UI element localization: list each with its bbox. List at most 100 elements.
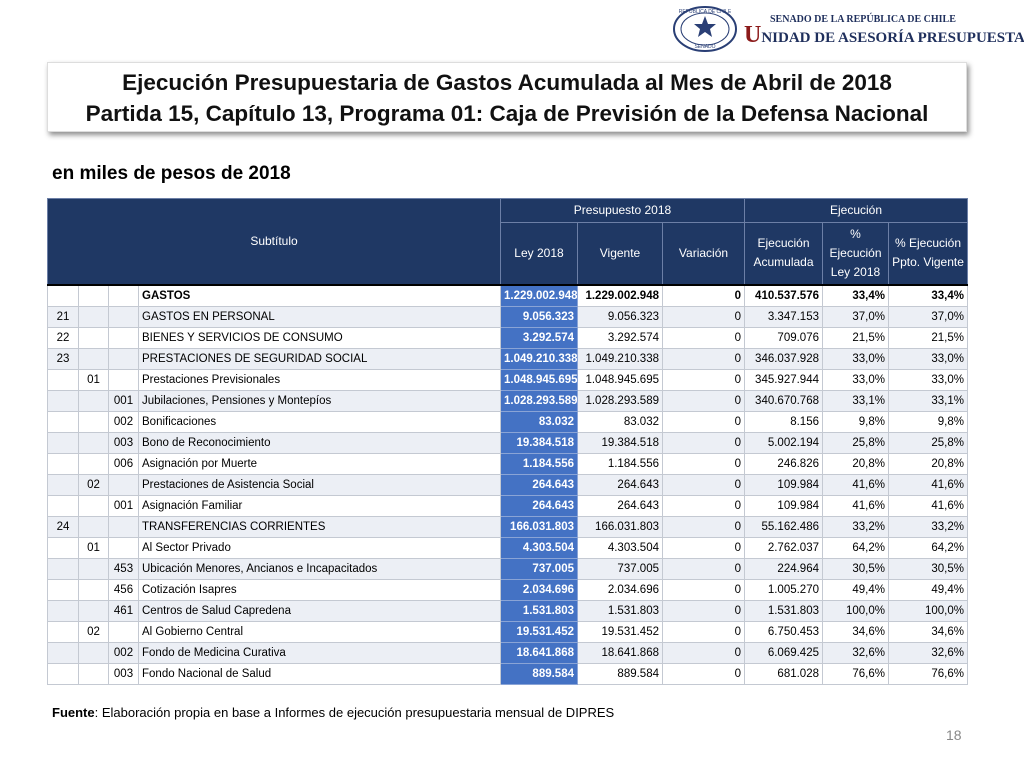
table-row: 22 BIENES Y SERVICIOS DE CONSUMO 3.292.574… (47, 326, 968, 349)
column-header: % Ejecución Ppto. Vigente (888, 222, 968, 285)
cell-item: 02 (78, 620, 109, 643)
cell-name: GASTOS EN PERSONAL (138, 305, 501, 328)
cell-pct-ley: 33,4% (822, 283, 889, 307)
cell-ley: 1.531.803 (500, 599, 578, 622)
cell-ejecucion: 8.156 (744, 410, 823, 433)
cell-subtitulo (47, 283, 79, 307)
cell-asignacion: 002 (108, 641, 139, 664)
cell-subtitulo (47, 410, 79, 433)
table-row: 02 Prestaciones de Asistencia Social 264.6… (47, 473, 968, 496)
org-line2: UNIDAD DE ASESORÍA PRESUPUESTARIA (744, 22, 1024, 49)
column-header: Vigente (577, 222, 663, 285)
cell-asignacion (108, 620, 139, 643)
table-row: 01 Al Sector Privado 4.303.504 4.303.504 0 2.… (47, 536, 968, 559)
cell-vigente: 19.384.518 (577, 431, 663, 454)
cell-variacion: 0 (662, 641, 745, 664)
cell-vigente: 1.049.210.338 (577, 347, 663, 370)
cell-subtitulo: 23 (47, 347, 79, 370)
title-box: Ejecución Presupuestaria de Gastos Acumu… (47, 62, 967, 132)
cell-ley: 737.005 (500, 557, 578, 580)
cell-name: Bonificaciones (138, 410, 501, 433)
cell-vigente: 264.643 (577, 473, 663, 496)
cell-ley: 3.292.574 (500, 326, 578, 349)
cell-name: Asignación Familiar (138, 494, 501, 517)
source: Fuente: Elaboración propia en base a Inf… (52, 705, 614, 720)
cell-ley: 1.229.002.948 (500, 283, 578, 307)
cell-subtitulo (47, 431, 79, 454)
budget-table: Subtítulo Presupuesto 2018 Ejecución Ley… (47, 198, 968, 685)
cell-item (78, 578, 109, 601)
cell-asignacion (108, 368, 139, 391)
column-header: Ley 2018 (500, 222, 578, 285)
cell-variacion: 0 (662, 557, 745, 580)
source-label: Fuente (52, 705, 95, 720)
cell-asignacion: 456 (108, 578, 139, 601)
header-ejecucion: Ejecución (744, 198, 968, 223)
cell-name: PRESTACIONES DE SEGURIDAD SOCIAL (138, 347, 501, 370)
cell-pct-vigente: 32,6% (888, 641, 968, 664)
header-presupuesto: Presupuesto 2018 (500, 198, 745, 223)
column-header-line: Variación (678, 245, 729, 260)
cell-vigente: 264.643 (577, 494, 663, 517)
cell-subtitulo (47, 662, 79, 685)
cell-pct-ley: 64,2% (822, 536, 889, 559)
cell-asignacion: 006 (108, 452, 139, 475)
cell-item (78, 305, 109, 328)
table-row: GASTOS 1.229.002.948 1.229.002.948 0 410.537… (47, 283, 968, 307)
cell-asignacion: 001 (108, 389, 139, 412)
cell-subtitulo (47, 368, 79, 391)
cell-variacion: 0 (662, 305, 745, 328)
cell-pct-vigente: 76,6% (888, 662, 968, 685)
title-line1: Ejecución Presupuestaria de Gastos Acumu… (122, 70, 892, 95)
cell-variacion: 0 (662, 620, 745, 643)
cell-vigente: 737.005 (577, 557, 663, 580)
cell-ejecucion: 681.028 (744, 662, 823, 685)
cell-asignacion (108, 473, 139, 496)
cell-ley: 264.643 (500, 494, 578, 517)
column-header: Variación (662, 222, 745, 285)
cell-ejecucion: 6.750.453 (744, 620, 823, 643)
cell-name: Cotización Isapres (138, 578, 501, 601)
table-row: 002 Bonificaciones 83.032 83.032 0 8.156 9,8% 9… (47, 410, 968, 433)
cell-ley: 889.584 (500, 662, 578, 685)
cell-name: TRANSFERENCIAS CORRIENTES (138, 515, 501, 538)
cell-vigente: 9.056.323 (577, 305, 663, 328)
cell-ejecucion: 345.927.944 (744, 368, 823, 391)
cell-ley: 18.641.868 (500, 641, 578, 664)
cell-variacion: 0 (662, 515, 745, 538)
cell-variacion: 0 (662, 536, 745, 559)
cell-pct-vigente: 41,6% (888, 473, 968, 496)
cell-ejecucion: 2.762.037 (744, 536, 823, 559)
cell-item (78, 326, 109, 349)
table-row: 003 Bono de Reconocimiento 19.384.518 19.38… (47, 431, 968, 454)
cell-vigente: 1.184.556 (577, 452, 663, 475)
cell-item (78, 347, 109, 370)
cell-name: Fondo Nacional de Salud (138, 662, 501, 685)
table-row: 21 GASTOS EN PERSONAL 9.056.323 9.056.323 0 3… (47, 305, 968, 328)
column-header-line: Ppto. Vigente (892, 255, 964, 270)
cell-variacion: 0 (662, 368, 745, 391)
cell-ejecucion: 109.984 (744, 494, 823, 517)
cell-variacion: 0 (662, 431, 745, 454)
org-rest: NIDAD DE ASESORÍA PRESUPUESTARIA (761, 30, 1024, 46)
cell-vigente: 83.032 (577, 410, 663, 433)
cell-subtitulo: 21 (47, 305, 79, 328)
cell-name: Asignación por Muerte (138, 452, 501, 475)
cell-name: Centros de Salud Capredena (138, 599, 501, 622)
cell-pct-vigente: 34,6% (888, 620, 968, 643)
cell-name: Fondo de Medicina Curativa (138, 641, 501, 664)
table-row: 23 PRESTACIONES DE SEGURIDAD SOCIAL 1.049.… (47, 347, 968, 370)
cell-ley: 1.048.945.695 (500, 368, 578, 391)
cell-item (78, 557, 109, 580)
cell-variacion: 0 (662, 452, 745, 475)
cell-pct-ley: 32,6% (822, 641, 889, 664)
cell-vigente: 1.028.293.589 (577, 389, 663, 412)
cell-variacion: 0 (662, 494, 745, 517)
cell-ejecucion: 410.537.576 (744, 283, 823, 307)
cell-pct-ley: 33,0% (822, 347, 889, 370)
cell-item (78, 662, 109, 685)
cell-pct-vigente: 37,0% (888, 305, 968, 328)
cell-ley: 4.303.504 (500, 536, 578, 559)
cell-item (78, 410, 109, 433)
table-head: Subtítulo Presupuesto 2018 Ejecución Ley… (47, 198, 968, 285)
